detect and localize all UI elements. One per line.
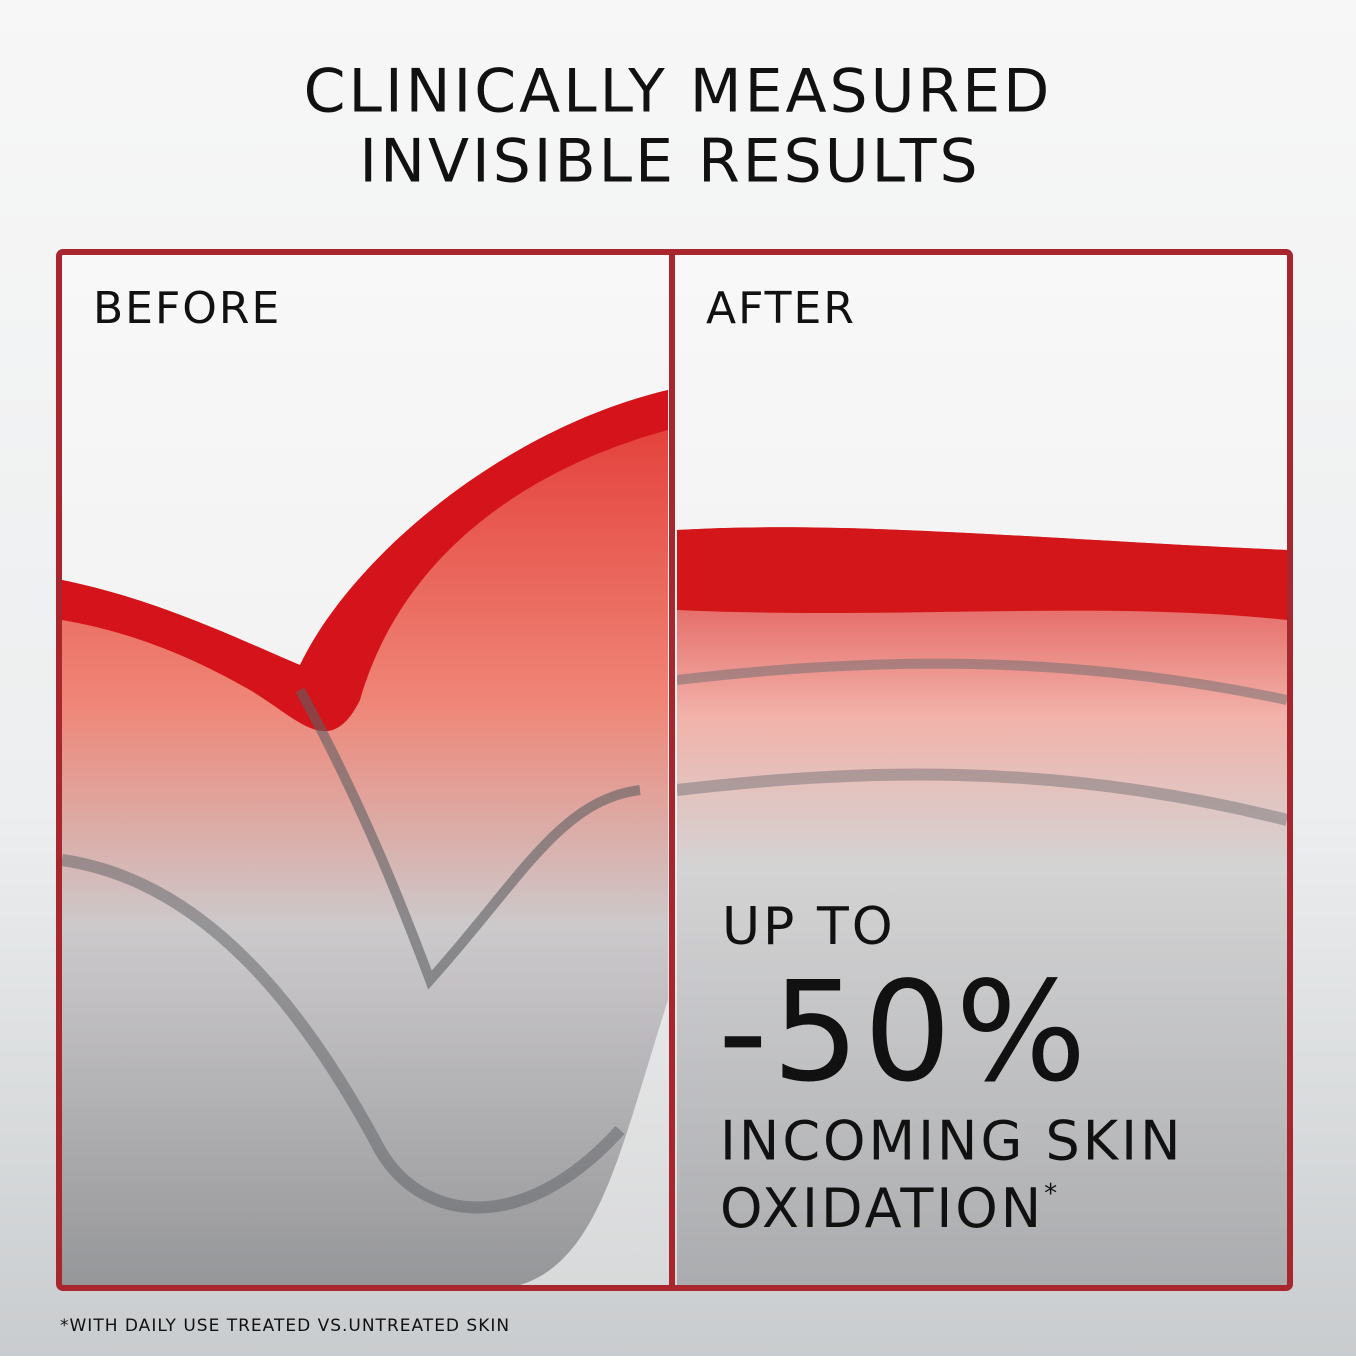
claim-line: INCOMING SKIN [720, 1110, 1183, 1173]
panel-label: AFTER [706, 283, 856, 334]
title-line: INVISIBLE RESULTS [359, 127, 980, 197]
before-illustration [62, 390, 668, 1285]
title-line: CLINICALLY MEASURED [304, 57, 1053, 127]
claim-line: OXIDATION* [720, 1177, 1060, 1240]
panel-label: BEFORE [93, 283, 281, 334]
claim-figure: -50% [718, 952, 1091, 1113]
claim-asterisk: * [1044, 1179, 1060, 1209]
claim-line: UP TO [722, 897, 896, 957]
claim-word: OXIDATION [720, 1177, 1044, 1240]
after-illustration [677, 527, 1287, 1285]
footnote: *WITH DAILY USE TREATED VS.UNTREATED SKI… [60, 1316, 510, 1336]
